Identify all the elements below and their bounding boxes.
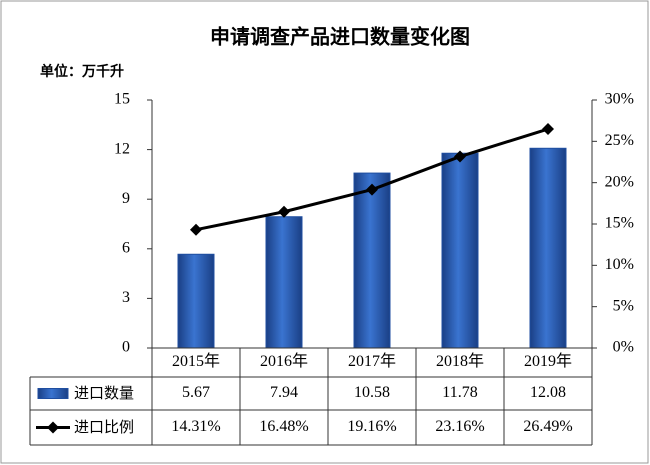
legend-swatch (47, 421, 59, 434)
y-tick-label: 12 (114, 140, 130, 157)
line-marker (190, 223, 202, 236)
y-tick-label: 15 (114, 91, 130, 108)
unit-label: 单位：万千升 (40, 63, 124, 80)
line-marker (366, 183, 378, 196)
y2-tick-label: 30% (605, 91, 634, 108)
bar (441, 152, 479, 349)
table-value: 7.94 (270, 384, 298, 401)
table-value: 5.67 (182, 384, 210, 401)
bar (353, 172, 391, 349)
y2-tick-label: 25% (605, 132, 634, 149)
bar (529, 147, 567, 349)
line-marker (454, 150, 466, 163)
y2-tick-label: 15% (605, 215, 634, 232)
table-value: 10.58 (354, 384, 390, 401)
legend-swatch (37, 388, 69, 399)
y-tick-label: 9 (122, 190, 130, 207)
legend-label: 进口比例 (74, 418, 134, 436)
x-tick-label: 2016年 (260, 352, 308, 370)
y2-tick-label: 10% (605, 256, 634, 273)
y2-tick-label: 5% (613, 297, 634, 314)
table-value: 12.08 (530, 384, 566, 401)
chart-title: 申请调查产品进口数量变化图 (210, 25, 470, 49)
bar (177, 253, 215, 349)
line-marker (542, 123, 554, 136)
bar (265, 216, 303, 349)
x-tick-label: 2015年 (172, 352, 220, 370)
table-value: 26.49% (523, 418, 572, 435)
x-tick-label: 2018年 (436, 352, 484, 370)
legend-label: 进口数量 (74, 384, 134, 402)
table-value: 23.16% (435, 418, 484, 435)
y2-tick-label: 0% (613, 339, 634, 356)
table-value: 14.31% (171, 418, 220, 435)
y2-tick-label: 20% (605, 173, 634, 190)
table-value: 16.48% (259, 418, 308, 435)
table-value: 11.78 (442, 384, 477, 401)
x-tick-label: 2017年 (348, 352, 396, 370)
x-tick-label: 2019年 (524, 352, 572, 370)
y-tick-label: 0 (122, 339, 130, 356)
table-value: 19.16% (347, 418, 396, 435)
line-marker (278, 205, 290, 218)
y-tick-label: 3 (122, 289, 130, 306)
y-tick-label: 6 (122, 239, 130, 256)
